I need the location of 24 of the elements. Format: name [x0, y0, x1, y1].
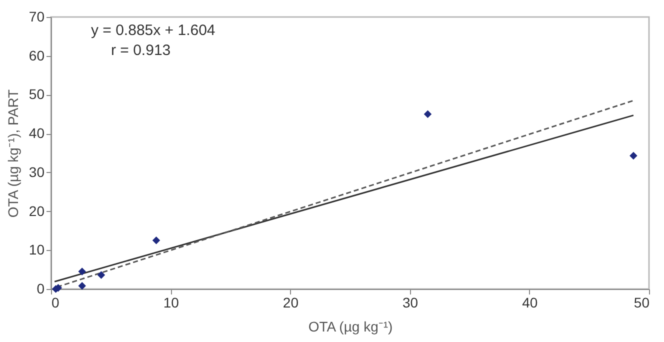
- point: [78, 282, 86, 290]
- point: [97, 271, 106, 279]
- y-tick-label: 0: [36, 280, 45, 296]
- x-tick-label: 40: [522, 294, 538, 310]
- annotation: r = 0.913: [111, 42, 171, 59]
- y-tick-label: 70: [28, 8, 45, 24]
- point: [152, 236, 160, 244]
- y-axis-title: OTA (µg kg⁻¹), PART: [4, 88, 21, 218]
- x-tick-label: 30: [402, 294, 418, 310]
- point: [78, 268, 86, 276]
- x-tick-label: 10: [163, 294, 180, 310]
- x-tick-label: 20: [282, 294, 299, 310]
- y-tick-label: 40: [28, 125, 45, 142]
- point: [630, 152, 638, 160]
- y-tick-label: 20: [28, 202, 45, 219]
- y-tick-label: 10: [28, 242, 45, 258]
- y-tick-label: 50: [28, 86, 45, 102]
- x-tick-label: 0: [52, 294, 60, 310]
- annotation: y = 0.885x + 1.604: [91, 22, 216, 39]
- x-tick-label: 50: [634, 294, 650, 310]
- y-tick-label: 30: [28, 164, 45, 180]
- point: [424, 110, 432, 118]
- x-axis-title: OTA (µg kg⁻¹): [308, 318, 393, 334]
- y-tick-label: 60: [28, 47, 45, 64]
